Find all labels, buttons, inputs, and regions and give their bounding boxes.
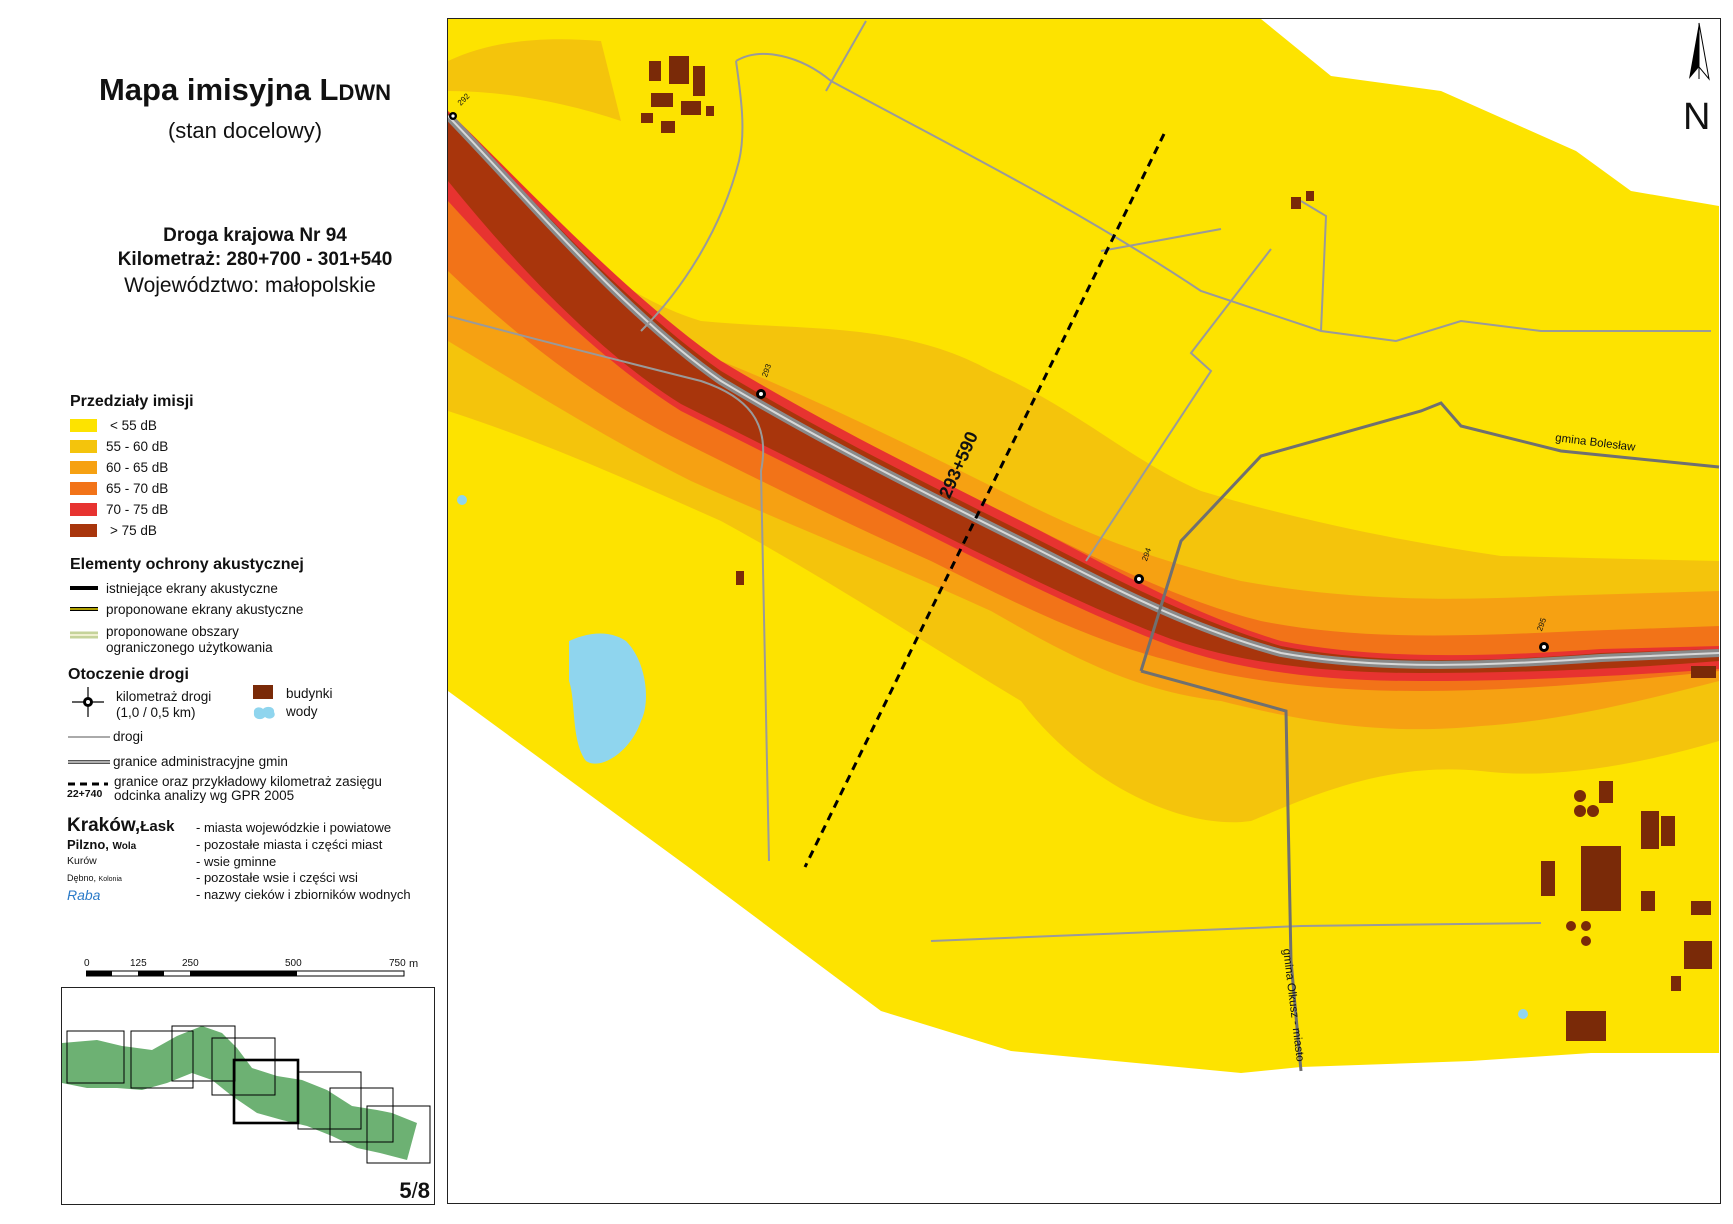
- analysis-boundary: [803, 133, 1166, 868]
- building-swatch: [253, 685, 273, 699]
- sheet-total: 8: [417, 1178, 430, 1203]
- legend-range-label: 60 - 65 dB: [106, 460, 169, 475]
- map-subtitle: (stan docelowy): [167, 118, 323, 143]
- road-info: Droga krajowa Nr 94 Kilometraż: 280+700 …: [0, 224, 510, 272]
- sheet-number: 5/8: [399, 1178, 430, 1203]
- sample-b: Łask: [140, 818, 175, 835]
- legend-buildings: budynki: [286, 686, 333, 701]
- scale-bar: 0 125 250 500 750 m: [0, 958, 440, 988]
- place-sample-city: Kraków,Łask: [67, 815, 174, 837]
- label-line1: proponowane obszary: [106, 624, 239, 639]
- legend-km: kilometraż drogi (1,0 / 0,5 km): [116, 689, 211, 721]
- legend-analysis-boundary: granice oraz przykładowy kilometraż zasi…: [114, 775, 382, 803]
- sample-a: Kraków,: [67, 815, 141, 836]
- legend-protection-title: Elementy ochrony akustycznej: [70, 556, 304, 573]
- scale-tick: 0: [84, 958, 90, 969]
- km-label: kilometraż drogi: [116, 689, 212, 704]
- swatch: [70, 461, 97, 474]
- place-sample-water: Raba: [67, 887, 101, 903]
- legend-range-label: 70 - 75 dB: [106, 502, 169, 517]
- km-label2: (1,0 / 0,5 km): [116, 705, 196, 720]
- zone-above-75: [448, 113, 1719, 673]
- place-sample-town: Pilzno, Wola: [67, 837, 136, 852]
- north-label: N: [1683, 96, 1711, 138]
- swatch: [70, 482, 97, 495]
- place-sample-hamlet: Dębno, Kolonia: [67, 873, 122, 883]
- noise-map-graphic: [448, 19, 1720, 1073]
- boundary-example-km: 22+740: [67, 788, 103, 800]
- legend-admin-boundaries: granice administracyjne gmin: [113, 754, 288, 769]
- label-line2: ograniczonego użytkowania: [106, 640, 273, 655]
- legend-roads: drogi: [113, 729, 144, 744]
- place-desc: - pozostałe miasta i części miast: [196, 837, 383, 852]
- legend-range-label: > 75 dB: [110, 523, 157, 538]
- legend-ranges: < 55 dB 55 - 60 dB 60 - 65 dB 65 - 70 dB…: [0, 416, 440, 546]
- legend-proposed-screens: proponowane ekrany akustyczne: [106, 602, 304, 617]
- place-desc: - wsie gminne: [196, 854, 277, 869]
- swatch: [70, 503, 97, 516]
- legend-restricted-areas: proponowane obszary ograniczonego użytkow…: [106, 624, 273, 656]
- admin-boundaries: [1139, 401, 1720, 1072]
- legend-existing-screens: istniejące ekrany akustyczne: [106, 581, 278, 596]
- key-map-graphic: [62, 1025, 431, 1164]
- sample-b: Kolonia: [98, 876, 122, 883]
- north-arrow-icon: [1689, 22, 1710, 81]
- surroundings-symbols: [68, 687, 110, 786]
- place-desc: - nazwy cieków i zbiorników wodnych: [196, 887, 411, 902]
- place-desc: - pozostałe wsie i części wsi: [196, 870, 358, 885]
- legend-water: wody: [286, 704, 318, 719]
- scale-tick: 750: [389, 958, 406, 969]
- scale-unit: m: [409, 958, 419, 970]
- boundary-label2: odcinka analizy wg GPR 2005: [114, 788, 295, 803]
- road-km-range: Kilometraż: 280+700 - 301+540: [117, 249, 393, 270]
- map-title: Mapa imisyjna LDWN: [0, 72, 490, 108]
- scale-tick: 125: [130, 958, 147, 969]
- noise-map[interactable]: [447, 18, 1721, 1204]
- place-desc: - miasta wojewódzkie i powiatowe: [196, 820, 392, 835]
- legend-range-label: 65 - 70 dB: [106, 481, 169, 496]
- sheet-current: 5: [399, 1178, 412, 1203]
- km-markers: [449, 112, 1549, 652]
- road-name: Droga krajowa Nr 94: [163, 225, 347, 246]
- legend-surroundings-title: Otoczenie drogi: [68, 666, 189, 683]
- scale-tick: 250: [182, 958, 199, 969]
- sample-a: Dębno,: [67, 873, 97, 883]
- sample-a: Pilzno,: [67, 837, 109, 852]
- voivodeship: Województwo: małopolskie: [124, 274, 376, 297]
- local-roads: [448, 20, 1711, 942]
- legend-range-label: < 55 dB: [110, 418, 157, 433]
- water-body: [569, 633, 646, 764]
- legend-range-label: 55 - 60 dB: [106, 439, 169, 454]
- water-swatch: [253, 706, 275, 720]
- corridor-shape: [62, 1026, 417, 1160]
- buildings: [641, 56, 1716, 1041]
- title-main: Mapa imisyjna L: [98, 72, 339, 107]
- legend-ranges-title: Przedziały imisji: [70, 393, 194, 410]
- legend-place-types: Kraków,Łask - miasta wojewódzkie i powia…: [0, 815, 440, 905]
- boundary-label: granice oraz przykładowy kilometraż zasi…: [114, 774, 382, 789]
- place-sample-village: Kurów: [67, 855, 97, 867]
- key-map: 5/8: [61, 987, 435, 1205]
- title-subscript: DWN: [338, 80, 391, 105]
- sample-b: Wola: [112, 841, 137, 852]
- swatch: [70, 440, 97, 453]
- swatch: [70, 524, 97, 537]
- swatch: [70, 419, 97, 432]
- scale-tick: 500: [285, 958, 302, 969]
- protection-symbols: [70, 586, 98, 639]
